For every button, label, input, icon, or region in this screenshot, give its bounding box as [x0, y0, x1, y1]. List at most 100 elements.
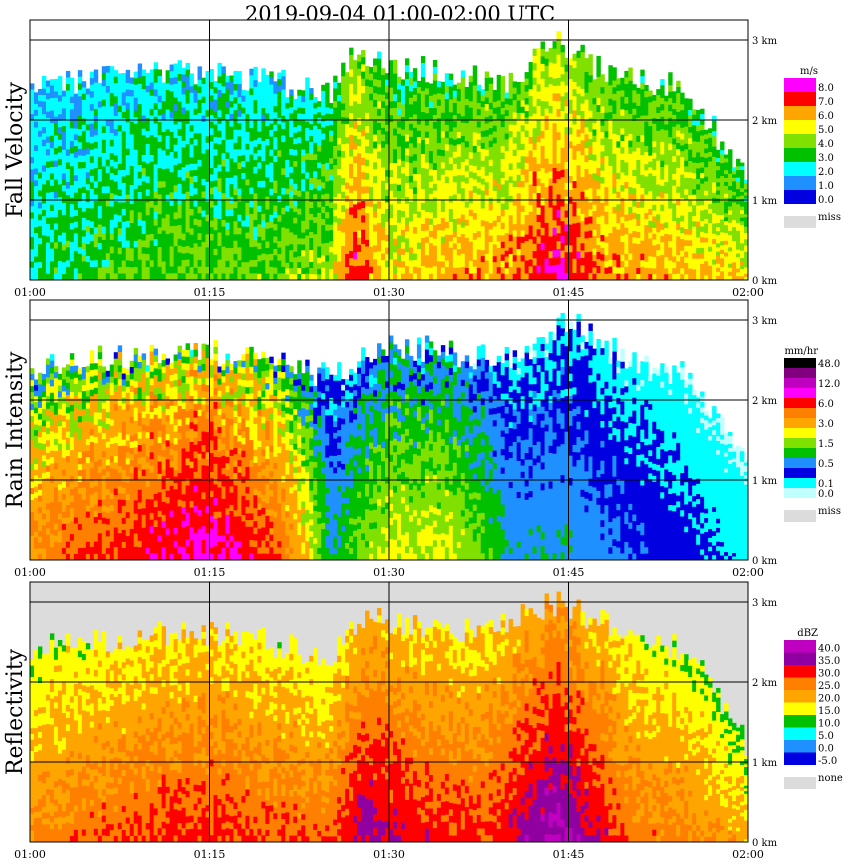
heatmap-cell — [106, 200, 110, 207]
heatmap-cell — [158, 96, 162, 103]
heatmap-cell — [194, 176, 198, 183]
heatmap-cell — [285, 217, 289, 223]
heatmap-cell — [445, 228, 449, 235]
heatmap-cell — [333, 82, 337, 89]
heatmap-cell — [569, 141, 573, 148]
heatmap-cell — [62, 227, 66, 233]
heatmap-cell — [576, 87, 580, 95]
heatmap-cell — [433, 239, 437, 246]
heatmap-cell — [34, 92, 38, 98]
heatmap-cell — [489, 267, 493, 274]
heatmap-cell — [162, 237, 166, 244]
heatmap-cell — [505, 134, 509, 140]
heatmap-cell — [337, 243, 341, 250]
heatmap-cell — [86, 154, 90, 160]
heatmap-cell — [110, 247, 114, 254]
heatmap-cell — [541, 220, 545, 228]
heatmap-cell — [166, 83, 170, 90]
heatmap-cell — [186, 226, 190, 233]
heatmap-cell — [30, 249, 34, 256]
heatmap-cell — [485, 150, 489, 157]
heatmap-cell — [489, 134, 493, 141]
heatmap-cell — [616, 236, 620, 243]
heatmap-cell — [293, 263, 297, 269]
heatmap-cell — [229, 261, 233, 268]
heatmap-cell — [600, 177, 604, 184]
heatmap-cell — [162, 138, 166, 145]
heatmap-cell — [561, 229, 565, 237]
heatmap-cell — [477, 207, 481, 214]
heatmap-cell — [489, 147, 493, 154]
heatmap-cell — [245, 168, 249, 174]
heatmap-cell — [70, 141, 74, 148]
heatmap-cell — [481, 125, 485, 131]
heatmap-cell — [557, 210, 561, 218]
heatmap-cell — [345, 267, 349, 274]
heatmap-cell — [465, 135, 469, 141]
heatmap-cell — [62, 221, 66, 227]
heatmap-cell — [277, 105, 281, 112]
heatmap-cell — [600, 87, 604, 94]
heatmap-cell — [576, 266, 580, 274]
heatmap-cell — [154, 89, 158, 96]
heatmap-cell — [249, 115, 253, 122]
heatmap-cell — [529, 198, 533, 205]
heatmap-cell — [533, 244, 537, 252]
heatmap-cell — [417, 168, 421, 175]
heatmap-cell — [90, 163, 94, 170]
heatmap-cell — [648, 262, 652, 268]
heatmap-cell — [481, 143, 485, 149]
heatmap-cell — [265, 88, 269, 95]
heatmap-cell — [86, 106, 90, 112]
heatmap-cell — [114, 208, 118, 215]
heatmap-cell — [210, 95, 214, 102]
heatmap-cell — [309, 232, 313, 238]
heatmap-cell — [549, 106, 553, 114]
heatmap-cell — [86, 94, 90, 100]
heatmap-cell — [42, 255, 46, 262]
heatmap-cell — [357, 231, 361, 238]
heatmap-cell — [373, 204, 377, 211]
heatmap-cell — [98, 255, 102, 262]
heatmap-cell — [86, 136, 90, 142]
heatmap-cell — [584, 273, 588, 280]
heatmap-cell — [425, 138, 429, 145]
heatmap-cell — [561, 74, 565, 82]
heatmap-cell — [393, 80, 397, 87]
heatmap-cell — [86, 124, 90, 130]
heatmap-cell — [325, 95, 329, 102]
heatmap-cell — [86, 256, 90, 262]
heatmap-cell — [608, 206, 612, 213]
heatmap-cell — [377, 87, 381, 95]
heatmap-cell — [513, 187, 517, 194]
heatmap-cell — [30, 145, 34, 152]
heatmap-cell — [533, 186, 537, 194]
heatmap-cell — [114, 162, 118, 169]
heatmap-cell — [174, 246, 178, 253]
heatmap-cell — [285, 109, 289, 115]
heatmap-cell — [221, 113, 225, 120]
heatmap-cell — [473, 273, 477, 280]
heatmap-cell — [437, 205, 441, 212]
heatmap-cell — [533, 179, 537, 187]
heatmap-cell — [553, 183, 557, 191]
heatmap-cell — [572, 231, 576, 238]
heatmap-cell — [130, 229, 134, 236]
heatmap-cell — [580, 148, 584, 156]
heatmap-cell — [644, 134, 648, 140]
heatmap-cell — [357, 76, 361, 83]
heatmap-cell — [138, 91, 142, 98]
heatmap-cell — [405, 58, 409, 65]
heatmap-cell — [449, 157, 453, 164]
heatmap-cell — [182, 240, 186, 247]
heatmap-cell — [98, 169, 102, 176]
heatmap-cell — [584, 58, 588, 65]
heatmap-cell — [505, 186, 509, 192]
heatmap-cell — [305, 153, 309, 160]
heatmap-cell — [321, 146, 325, 153]
heatmap-cell — [102, 120, 106, 127]
heatmap-cell — [453, 170, 457, 177]
heatmap-cell — [461, 221, 465, 228]
heatmap-cell — [353, 115, 357, 122]
heatmap-cell — [533, 215, 537, 223]
